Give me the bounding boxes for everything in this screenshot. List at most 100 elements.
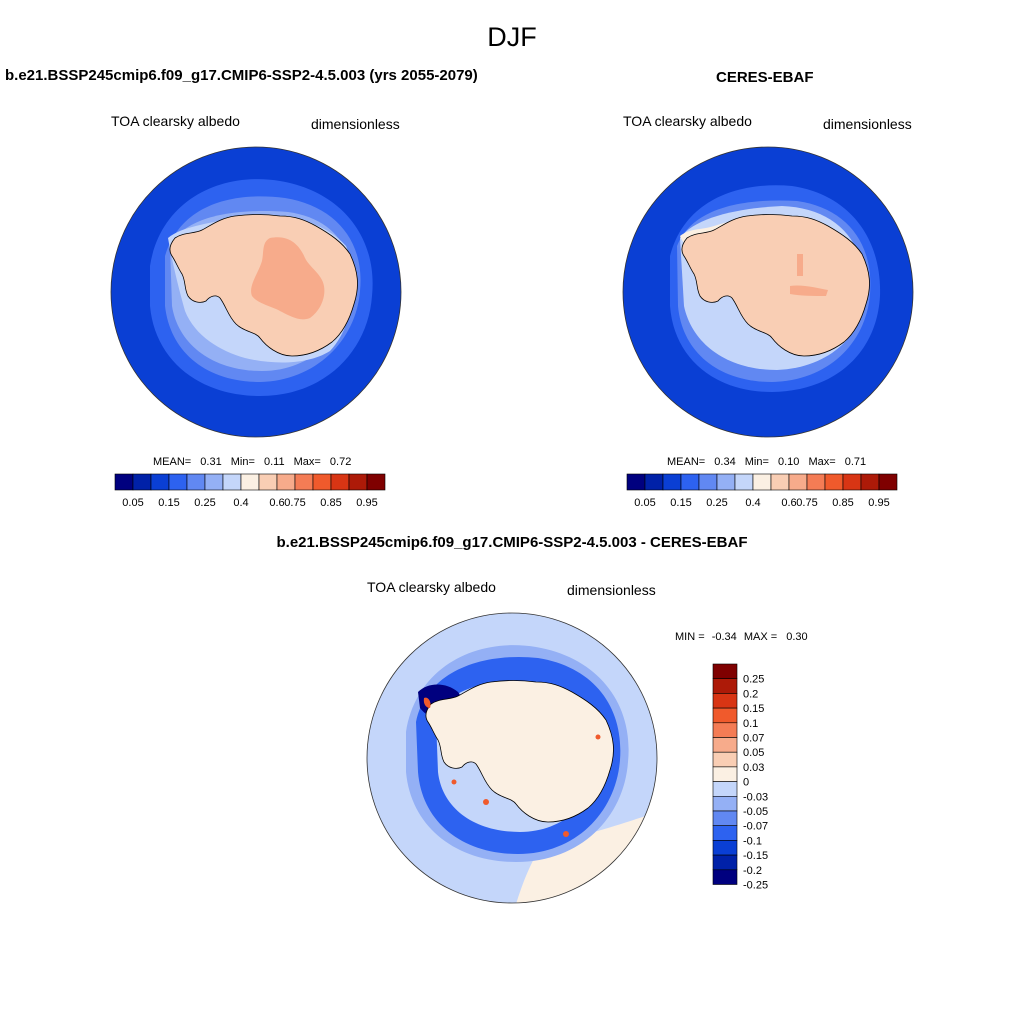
model-colorbar-tick-label: 0.95: [356, 497, 377, 509]
obs-colorbar: 0.05 0.15 0.25 0.4 0.6 0.75 0.85 0.95: [626, 473, 898, 509]
obs-plateau-patch-2: [797, 254, 803, 276]
model-colorbar-swatch: [276, 473, 296, 491]
model-colorbar-swatch: [114, 473, 134, 491]
model-max-label: Max=: [293, 456, 321, 468]
diff-positive-spot-5: [451, 779, 457, 785]
diff-positive-spot-1: [423, 697, 431, 708]
model-colorbar-swatch: [366, 473, 386, 491]
diff-positive-spot-2: [483, 799, 489, 805]
obs-min-label: Min=: [744, 456, 769, 468]
diff-colorbar-tick-label: 0.07: [743, 733, 764, 745]
obs-colorbar-swatch: [770, 473, 790, 491]
model-colorbar-swatch: [240, 473, 260, 491]
model-colorbar-tick-label: 0.25: [194, 497, 215, 509]
diff-colorbar-tick-label: 0.05: [743, 747, 764, 759]
obs-colorbar-swatch: [680, 473, 700, 491]
diff-colorbar-swatch: [712, 810, 738, 826]
diff-max-label: MAX =: [743, 631, 778, 643]
obs-colorbar-swatch: [806, 473, 826, 491]
diff-colorbar-tick-label: -0.1: [743, 835, 762, 847]
diff-colorbar-swatch: [712, 840, 738, 856]
model-colorbar-tick-label: 0.05: [122, 497, 143, 509]
model-colorbar-swatch: [348, 473, 368, 491]
diff-colorbar-swatch: [712, 869, 738, 885]
obs-colorbar-swatch: [698, 473, 718, 491]
diff-colorbar-tick-label: 0.25: [743, 674, 764, 686]
obs-colorbar-swatch: [752, 473, 772, 491]
model-variable-label: TOA clearsky albedo: [111, 113, 240, 129]
obs-colorbar-tick-label: 0.75: [796, 497, 817, 509]
diff-colorbar-tick-label: -0.25: [743, 880, 768, 892]
obs-mean-label: MEAN=: [667, 456, 706, 468]
obs-colorbar-swatch: [878, 473, 898, 491]
diff-colorbar-tick-label: 0.1: [743, 718, 758, 730]
figure-title: DJF: [487, 22, 537, 52]
model-colorbar-tick-label: 0.75: [284, 497, 305, 509]
model-colorbar-swatch: [330, 473, 350, 491]
model-max-value: 0.72: [329, 456, 352, 468]
model-colorbar-tick-label: 0.4: [233, 497, 248, 509]
diff-colorbar-swatch: [712, 663, 738, 679]
diff-colorbar-tick-label: 0.03: [743, 762, 764, 774]
obs-colorbar-tick-label: 0.05: [634, 497, 655, 509]
obs-colorbar-tick-label: 0.85: [832, 497, 853, 509]
model-colorbar-swatch: [222, 473, 242, 491]
model-colorbar-swatch: [132, 473, 152, 491]
diff-positive-spot-4: [595, 734, 601, 740]
diff-colorbar-swatch: [712, 751, 738, 768]
diff-polar-map: [366, 612, 658, 904]
obs-colorbar-swatch: [644, 473, 664, 491]
diff-min-label: MIN =: [675, 631, 705, 643]
diff-colorbar-tick-label: 0.2: [743, 688, 758, 700]
obs-polar-map: [622, 146, 914, 438]
model-units-label: dimensionless: [311, 116, 400, 132]
obs-colorbar-swatch: [824, 473, 844, 491]
obs-units-label: dimensionless: [823, 116, 912, 132]
model-colorbar-swatch: [186, 473, 206, 491]
obs-antarctica: [681, 214, 870, 357]
diff-min-value: -0.34: [711, 631, 737, 643]
obs-colorbar-swatch: [842, 473, 862, 491]
model-mean-label: MEAN=: [153, 456, 192, 468]
diff-colorbar-swatch: [712, 825, 738, 841]
diff-colorbar-tick-label: -0.07: [743, 821, 768, 833]
diff-units-label: dimensionless: [567, 582, 656, 598]
diff-variable-label: TOA clearsky albedo: [367, 579, 496, 595]
model-min-value: 0.11: [263, 456, 285, 468]
diff-colorbar-tick-label: 0: [743, 777, 749, 789]
model-colorbar-tick-label: 0.6: [269, 497, 284, 509]
obs-colorbar-swatch: [662, 473, 682, 491]
obs-colorbar-swatch: [716, 473, 736, 491]
obs-max-label: Max=: [808, 456, 836, 468]
obs-min-value: 0.10: [777, 456, 800, 468]
model-colorbar-swatch: [258, 473, 278, 491]
model-mean-value: 0.31: [200, 456, 222, 468]
model-colorbar-swatch: [312, 473, 332, 491]
obs-panel-title: CERES-EBAF: [716, 69, 814, 86]
diff-colorbar-swatch: [712, 854, 738, 871]
diff-colorbar-swatch: [712, 781, 738, 797]
diff-colorbar: 0.25 0.2 0.15 0.1 0.07 0.05 0.03 0 -0.03 -0.05 -0.…: [712, 663, 768, 892]
obs-variable-label: TOA clearsky albedo: [623, 113, 752, 129]
diff-colorbar-swatch: [712, 707, 738, 724]
model-colorbar-swatch: [150, 473, 170, 491]
diff-colorbar-tick-label: 0.15: [743, 703, 764, 715]
diff-max-value: 0.30: [786, 631, 808, 643]
diff-colorbar-tick-label: -0.03: [743, 791, 768, 803]
diff-colorbar-swatch: [712, 678, 738, 694]
model-ice-plateau: [251, 237, 325, 320]
obs-colorbar-tick-label: 0.95: [868, 497, 889, 509]
diff-colorbar-swatch: [712, 693, 738, 709]
diff-colorbar-swatch: [712, 766, 738, 782]
model-min-label: Min=: [230, 456, 255, 468]
obs-colorbar-tick-label: 0.25: [706, 497, 727, 509]
model-panel-title: b.e21.BSSP245cmip6.f09_g17.CMIP6-SSP2-4.…: [5, 67, 478, 84]
diff-colorbar-swatch: [712, 737, 738, 753]
diff-colorbar-tick-label: -0.05: [743, 806, 768, 818]
diff-positive-spot-3: [563, 831, 569, 837]
model-colorbar-tick-label: 0.85: [320, 497, 341, 509]
model-polar-map: [110, 146, 402, 438]
obs-colorbar-swatch: [788, 473, 808, 491]
diff-antarctica: [425, 680, 614, 823]
obs-max-value: 0.71: [844, 456, 867, 468]
